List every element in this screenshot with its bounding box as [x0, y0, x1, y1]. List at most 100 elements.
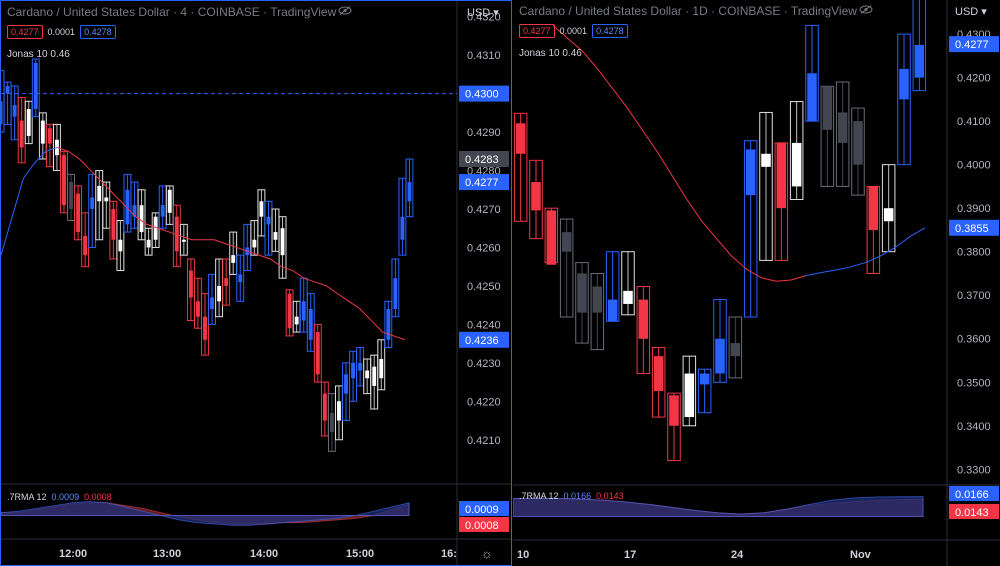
candle-body [883, 208, 894, 222]
candle-body [188, 270, 193, 298]
right-chart-canvas[interactable]: 0.43000.42000.41000.40000.39000.38000.37… [513, 0, 1000, 566]
candle-range-box [789, 101, 804, 200]
candle-body [139, 205, 144, 233]
candle-body [153, 216, 158, 240]
candle-body [776, 142, 787, 209]
candle-body [203, 316, 207, 340]
candle-range-box [912, 0, 927, 92]
candle-range-box [897, 33, 911, 166]
candle-range-box [621, 251, 635, 316]
candle-body [577, 273, 587, 313]
sub-axis-tag-text: 0.0166 [955, 489, 989, 501]
right-currency-label: USD [955, 6, 979, 18]
chevron-down-icon: ▾ [493, 7, 499, 19]
candle-body [301, 301, 306, 321]
candle-range-box [743, 140, 758, 318]
candle-range-box [636, 286, 651, 375]
right-indicator-legend[interactable]: Jonas 10 0.46 [519, 48, 582, 59]
candle-body [224, 278, 229, 286]
price-axis-tag [949, 219, 999, 236]
sub-axis-tag [949, 486, 999, 501]
candle-body [167, 189, 172, 213]
candle-range-box [278, 216, 287, 279]
right-sub-legend[interactable]: .7RMA 12 0.0166 0.0143 [519, 491, 624, 501]
candle-body [12, 105, 17, 117]
price-axis-tag-text: 0.4277 [955, 39, 989, 51]
left-bid-price[interactable]: 0.4277 [7, 25, 43, 39]
price-tick-label: 0.4310 [467, 50, 501, 62]
candle-body [26, 109, 31, 136]
rma-blue-area [1, 500, 410, 526]
left-sub-value-2: 0.0008 [84, 492, 112, 502]
right-sub-value-1: 0.0166 [563, 491, 592, 501]
candle-body [684, 373, 695, 418]
candle-body [19, 120, 24, 148]
candle-range-box [651, 346, 666, 418]
candle-range-box [605, 251, 620, 322]
candle-body [210, 297, 214, 309]
candle-range-box [590, 272, 605, 351]
candle-range-box [697, 368, 712, 414]
left-sub-name: .7RMA 12 [7, 492, 47, 502]
candle-range-box [851, 107, 865, 196]
moving-average-line-blue [1, 146, 58, 256]
candle-body [125, 189, 130, 225]
candle-range-box [384, 300, 393, 348]
right-chart-pane[interactable]: 0.4300 0.4200 0.4100 0.4000 0.3900 0.3800 0.37… [513, 0, 1000, 566]
left-ask-price[interactable]: 0.4278 [80, 25, 116, 39]
time-axis-label: 13:00 [153, 548, 181, 560]
candle-range-box [116, 220, 125, 272]
candle-body [1, 101, 3, 125]
price-axis-tag-text: 0.4300 [465, 89, 499, 101]
candle-body [97, 185, 102, 202]
time-axis-label: 24 [731, 549, 744, 561]
candle-range-box [306, 293, 315, 352]
left-currency-selector[interactable]: USD ▾ [467, 6, 499, 19]
settings-icon[interactable]: ☼ [481, 546, 493, 561]
eye-off-icon[interactable] [338, 6, 352, 15]
candle-body [217, 285, 222, 302]
right-bid-price[interactable]: 0.4277 [519, 24, 555, 38]
candle-body [358, 362, 363, 371]
left-bid-ask: 0.4277 0.0001 0.4278 [7, 25, 116, 39]
candle-body [238, 274, 243, 283]
candle-body [638, 299, 649, 339]
candle-body [379, 359, 384, 379]
price-tick-label: 0.4270 [467, 204, 501, 216]
candle-body [372, 366, 377, 386]
candle-range-box [667, 392, 681, 462]
right-currency-selector[interactable]: USD ▾ [955, 5, 987, 18]
sub-axis-tag [949, 504, 999, 519]
price-tick-label: 0.3700 [957, 290, 991, 302]
candle-body [745, 149, 756, 196]
left-indicator-legend[interactable]: Jonas 10 0.46 [7, 49, 70, 60]
candle-body [132, 205, 137, 217]
price-tick-label: 0.4200 [957, 73, 991, 85]
candle-range-box [513, 112, 528, 222]
candle-body [761, 153, 771, 167]
candle-body [146, 239, 151, 248]
candle-body [33, 62, 38, 109]
left-chart-pane[interactable]: 0.43200.43100.43000.42900.42800.42700.42… [0, 0, 512, 566]
candle-body [111, 209, 116, 240]
right-ask-price[interactable]: 0.4278 [592, 24, 628, 38]
candle-body [160, 205, 165, 217]
moving-average-line-red [552, 25, 807, 282]
moving-average-line-red [56, 146, 406, 341]
eye-off-icon[interactable] [859, 5, 873, 14]
candle-body [252, 239, 257, 248]
price-axis-tag [459, 174, 509, 191]
price-axis-tag [459, 151, 509, 167]
candle-body [653, 356, 664, 391]
candle-range-box [728, 316, 743, 379]
left-chart-canvas[interactable]: 0.43200.43100.43000.42900.42800.42700.42… [1, 1, 511, 565]
price-tick-label: 0.3900 [957, 203, 991, 215]
price-tick-label: 0.4290 [467, 127, 501, 139]
left-sub-legend[interactable]: .7RMA 12 0.0009 0.0008 [7, 492, 112, 502]
candle-body [104, 197, 109, 202]
candle-range-box [405, 158, 414, 218]
candle-body [791, 142, 802, 187]
right-sub-value-2: 0.0143 [596, 491, 624, 501]
candle-range-box [250, 220, 259, 256]
